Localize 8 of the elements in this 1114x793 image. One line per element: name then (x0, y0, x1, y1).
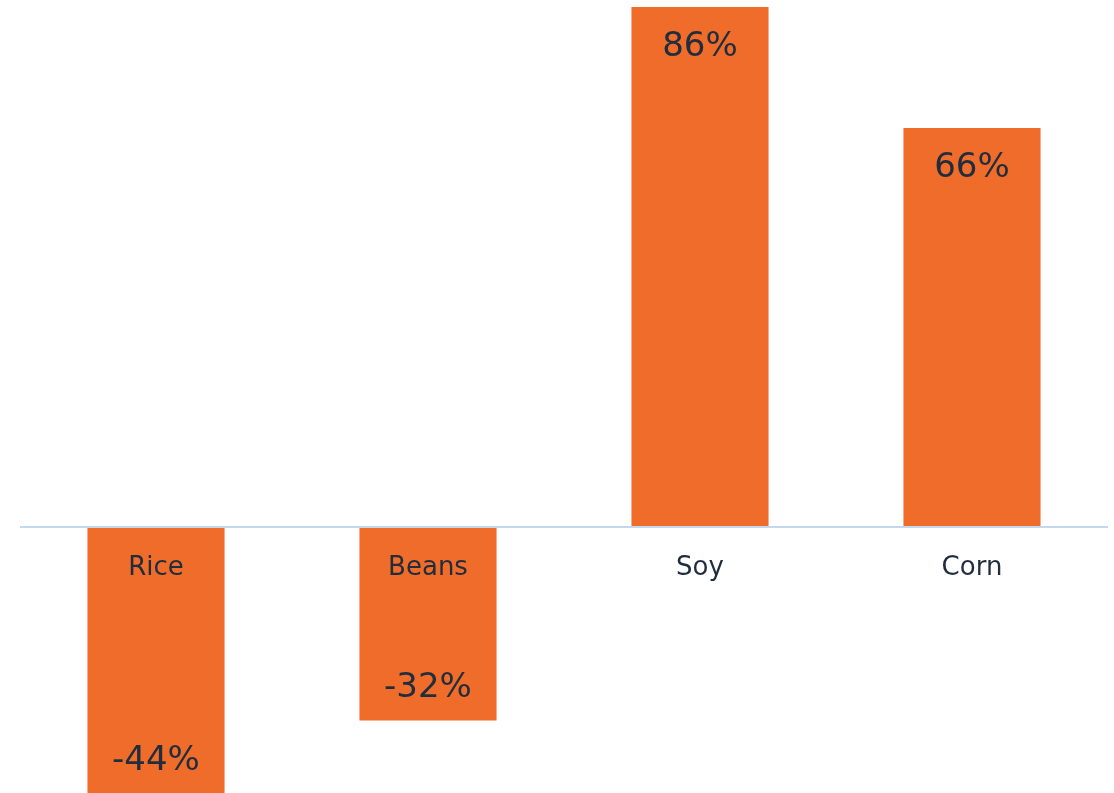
data-label: -32% (384, 665, 472, 706)
x-tick-label: Corn (941, 550, 1003, 581)
data-label: -44% (112, 737, 200, 778)
x-tick-label: Beans (388, 550, 468, 581)
x-tick-label: Soy (676, 550, 724, 581)
data-label: 86% (662, 23, 738, 64)
x-tick-label: Rice (128, 550, 184, 581)
data-label: 66% (934, 144, 1010, 185)
